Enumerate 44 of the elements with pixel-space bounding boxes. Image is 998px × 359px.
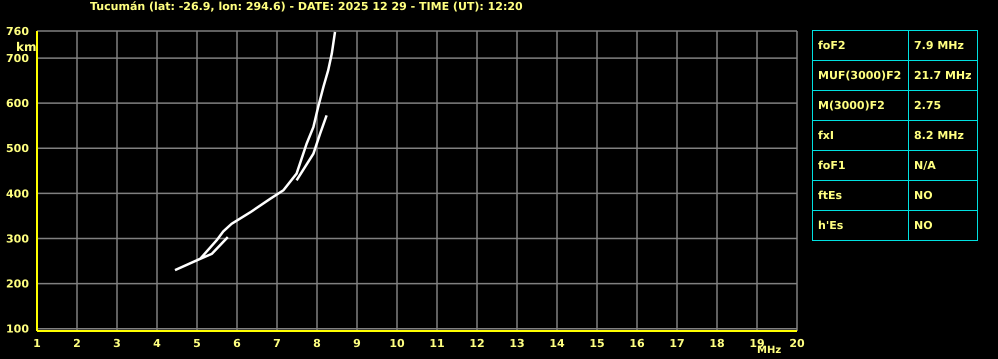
x-tick-label: 12 (469, 336, 485, 350)
x-tick-label: 6 (233, 336, 242, 350)
x-tick-label: 4 (153, 336, 162, 350)
text: 21.7 MHz (908, 60, 978, 90)
x-tick-label: 13 (509, 336, 525, 350)
x-tick-label: 18 (709, 336, 725, 350)
x-tick-label: 8 (313, 336, 321, 350)
x-tick-label: 14 (549, 336, 565, 350)
y-tick-label: 760 (6, 24, 30, 38)
text: fxI (812, 120, 908, 150)
chart-title: Tucumán (lat: -26.9, lon: 294.6) - DATE: 2025 12 29 - TIME (UT): 12:20 (90, 0, 523, 13)
y-tick-label: 400 (6, 187, 30, 200)
x-tick-label: 5 (193, 336, 201, 350)
x-tick-label: 2 (73, 336, 81, 350)
text: ftEs (812, 180, 908, 210)
x-tick-label: 9 (353, 336, 361, 350)
x-tick-label: 7 (273, 336, 281, 350)
text: foF2 (812, 30, 908, 60)
y-axis-title: km (16, 40, 36, 54)
text: N/A (908, 150, 978, 180)
text: h'Es (812, 210, 908, 240)
x-tick-label: 10 (389, 336, 405, 350)
text: 8.2 MHz (908, 120, 978, 150)
y-tick-label: 100 (6, 322, 30, 336)
y-tick-label: 300 (6, 232, 30, 246)
text: NO (908, 180, 978, 210)
y-tick-label: 500 (6, 142, 30, 156)
y-tick-label: 600 (6, 97, 30, 110)
x-tick-label: 16 (629, 336, 645, 350)
text: MUF(3000)F2 (812, 60, 908, 90)
x-tick-label: 3 (113, 336, 121, 350)
x-tick-label: 20 (789, 336, 805, 350)
x-tick-label: 15 (589, 336, 605, 350)
x-tick-label: 17 (669, 336, 685, 350)
x-axis-title: MHz (757, 345, 782, 356)
y-tick-label: 200 (6, 278, 30, 291)
x-tick-label: 1 (33, 336, 41, 350)
text: foF1 (812, 150, 908, 180)
y-tick-label: 700 (6, 52, 30, 65)
x-tick-label: 11 (429, 336, 445, 350)
text: NO (908, 210, 978, 240)
text: 2.75 (908, 90, 978, 120)
text: 7.9 MHz (908, 30, 978, 60)
text: M(3000)F2 (812, 90, 908, 120)
